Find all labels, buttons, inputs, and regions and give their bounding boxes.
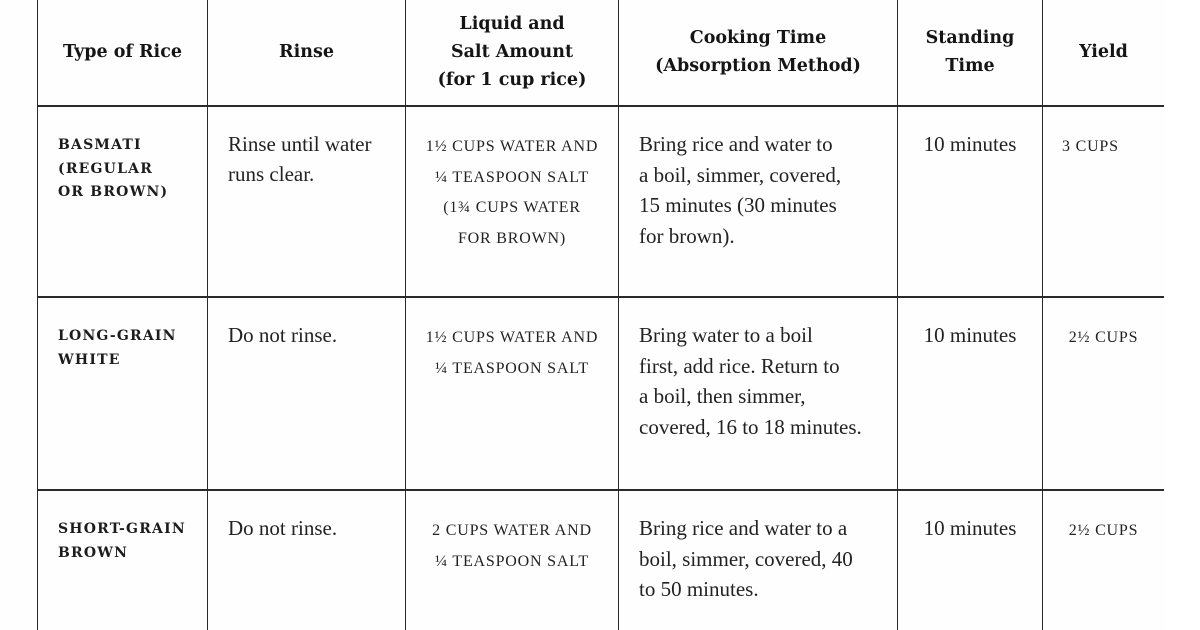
liquid-salt-cell: 2 CUPS WATER AND ¼ TEASPOON SALT — [405, 490, 619, 630]
yield-cell: 2½ CUPS — [1042, 490, 1165, 630]
yield-cell: 2½ CUPS — [1042, 297, 1165, 491]
standing-time-cell: 10 minutes — [897, 297, 1043, 491]
cooking-time-cell: Bring rice and water to a boil, simmer, … — [618, 106, 898, 298]
liquid-salt-cell: 1½ CUPS WATER AND ¼ TEASPOON SALT — [405, 297, 619, 491]
page-margin — [1164, 0, 1200, 630]
cooking-time-cell: Bring rice and water to a boil, simmer, … — [618, 490, 898, 630]
header-liquid-salt-amount: Liquid and Salt Amount (for 1 cup rice) — [405, 0, 619, 107]
rice-type-cell: SHORT-GRAIN BROWN — [37, 490, 208, 630]
rice-type-cell: LONG-GRAIN WHITE — [37, 297, 208, 491]
table-row: LONG-GRAIN WHITE Do not rinse. 1½ CUPS W… — [37, 297, 1165, 491]
header-type-of-rice: Type of Rice — [37, 0, 208, 107]
rinse-cell: Rinse until water runs clear. — [207, 106, 406, 298]
rinse-cell: Do not rinse. — [207, 490, 406, 630]
standing-time-cell: 10 minutes — [897, 106, 1043, 298]
standing-time-cell: 10 minutes — [897, 490, 1043, 630]
liquid-salt-cell: 1½ CUPS WATER AND ¼ TEASPOON SALT (1¾ CU… — [405, 106, 619, 298]
rice-cooking-table: Type of Rice Rinse Liquid and Salt Amoun… — [37, 0, 1165, 630]
rice-type-cell: BASMATI (REGULAR OR BROWN) — [37, 106, 208, 298]
rinse-cell: Do not rinse. — [207, 297, 406, 491]
header-rinse: Rinse — [207, 0, 406, 107]
table-row: BASMATI (REGULAR OR BROWN) Rinse until w… — [37, 106, 1165, 298]
yield-cell: 3 CUPS — [1042, 106, 1165, 298]
table-row: SHORT-GRAIN BROWN Do not rinse. 2 CUPS W… — [37, 490, 1165, 630]
cooking-time-cell: Bring water to a boil first, add rice. R… — [618, 297, 898, 491]
header-cooking-time: Cooking Time (Absorption Method) — [618, 0, 898, 107]
header-yield: Yield — [1042, 0, 1165, 107]
header-row: Type of Rice Rinse Liquid and Salt Amoun… — [37, 0, 1165, 107]
header-standing-time: Standing Time — [897, 0, 1043, 107]
